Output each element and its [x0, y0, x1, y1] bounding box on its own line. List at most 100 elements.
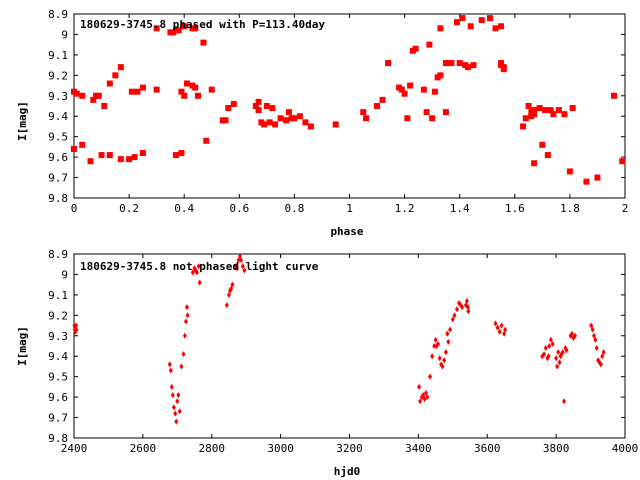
data-point [73, 90, 80, 97]
data-point [177, 408, 182, 415]
data-point [569, 330, 574, 337]
data-point [332, 121, 339, 128]
data-point [422, 396, 427, 403]
data-point [442, 109, 449, 116]
data-point [71, 145, 77, 152]
unphased-y-axis-label: I[mag] [16, 326, 29, 366]
data-point [440, 363, 445, 370]
phased-x-tick-label: 0.4 [174, 202, 194, 215]
data-point [428, 373, 433, 380]
unphased-y-tick-label: 9.8 [48, 432, 68, 445]
data-point [610, 92, 617, 99]
phased-y-tick-label: 9 [61, 28, 68, 41]
data-point [600, 353, 605, 360]
phased-y-tick-label: 9.4 [48, 110, 68, 123]
data-point [225, 105, 232, 112]
data-point [98, 152, 105, 159]
unphased-x-tick-label: 4000 [612, 442, 639, 455]
data-point [487, 15, 494, 22]
data-point [432, 343, 437, 349]
phased-x-tick-label: 1 [346, 202, 353, 215]
data-point [556, 349, 561, 356]
data-point [539, 141, 546, 148]
data-point [546, 353, 551, 360]
phased-light-curve-panel: phase I[mag] 0 0.2 0.4 0.6 0.8 1 1.2 1.4 1.6 1.8 2… [16, 8, 628, 238]
data-point [79, 141, 86, 148]
unphased-y-tick-label: 9 [61, 268, 68, 281]
data-point [464, 64, 471, 71]
unphased-x-tick-label: 3400 [405, 442, 432, 455]
data-point [554, 355, 559, 362]
data-point [134, 88, 141, 95]
data-point [153, 25, 160, 32]
unphased-y-tick-label: 9.3 [48, 330, 68, 343]
data-point [183, 80, 190, 87]
data-point [255, 98, 262, 105]
data-point [445, 330, 450, 337]
data-point [456, 60, 463, 67]
data-point [492, 25, 499, 32]
data-point [429, 115, 436, 122]
data-point [423, 109, 430, 116]
data-point [169, 383, 174, 390]
data-point [542, 107, 549, 114]
data-point [174, 418, 179, 425]
data-point [544, 152, 551, 159]
unphased-x-tick-label: 3000 [267, 442, 294, 455]
unphased-x-tick-label: 3200 [336, 442, 363, 455]
data-point [589, 322, 594, 329]
data-point [175, 27, 182, 34]
data-point [470, 62, 477, 69]
data-point [106, 152, 113, 159]
data-point [385, 60, 392, 67]
data-point [379, 96, 386, 103]
data-point [555, 107, 562, 114]
data-point [266, 119, 273, 126]
unphased-y-tick-label: 9.2 [48, 309, 68, 322]
data-point [208, 86, 215, 93]
data-point [437, 355, 442, 362]
data-point [493, 320, 498, 327]
unphased-plot-frame [73, 253, 626, 439]
data-point [531, 107, 538, 114]
unphased-chart-title: 180629-3745.8 not phased light curve [80, 260, 319, 273]
data-point [547, 107, 554, 114]
phased-x-tick-label: 0.8 [284, 202, 304, 215]
data-point [263, 103, 270, 109]
data-point [242, 267, 247, 274]
data-point [178, 150, 185, 157]
phased-y-axis-label: I[mag] [16, 101, 29, 141]
data-point [181, 351, 186, 358]
data-point [421, 392, 426, 399]
data-point [433, 336, 438, 343]
unphased-light-curve-panel: hjd0 I[mag] 2400 2600 2800 3000 3200 3400 3600… [16, 248, 638, 478]
unphased-y-tick-label: 9.7 [48, 412, 68, 425]
data-point [95, 92, 102, 99]
data-point [550, 340, 555, 347]
phased-x-tick-label: 0.2 [119, 202, 139, 215]
data-point [176, 392, 181, 399]
data-point [423, 390, 428, 397]
data-point [90, 96, 97, 103]
data-point [543, 345, 548, 352]
data-point [285, 109, 292, 116]
data-point [175, 398, 180, 405]
data-point [443, 349, 448, 356]
data-point [126, 156, 133, 163]
unphased-y-tick-label: 9.6 [48, 391, 68, 404]
data-point [467, 23, 474, 30]
data-point [190, 269, 195, 276]
data-point [296, 113, 303, 120]
unphased-x-tick-label: 3800 [543, 442, 570, 455]
data-point [139, 150, 146, 157]
data-point [222, 117, 229, 124]
data-point [181, 23, 188, 30]
data-point [425, 394, 430, 401]
data-point [272, 121, 279, 128]
data-point [566, 168, 573, 175]
data-point [106, 80, 113, 87]
phased-chart-title: 180629-3745.8 phased with P=113.40day [80, 18, 325, 31]
data-point [536, 105, 543, 112]
data-point [363, 115, 370, 122]
